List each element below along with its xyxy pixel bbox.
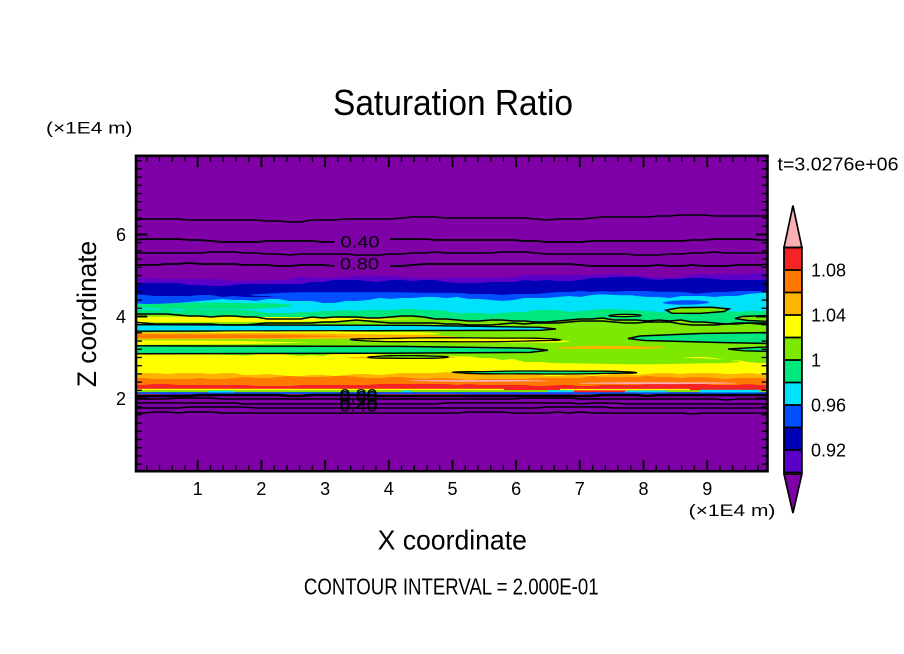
svg-text:X coordinate: X coordinate	[378, 525, 527, 556]
svg-text:7: 7	[575, 479, 585, 499]
svg-text:8: 8	[638, 479, 648, 499]
svg-text:Saturation Ratio: Saturation Ratio	[333, 82, 573, 123]
svg-text:6: 6	[116, 225, 126, 245]
svg-text:0.20: 0.20	[340, 394, 378, 413]
svg-text:CONTOUR INTERVAL = 2.000E-01: CONTOUR INTERVAL = 2.000E-01	[304, 574, 599, 600]
svg-text:4: 4	[384, 479, 394, 499]
svg-text:2: 2	[116, 389, 126, 409]
svg-text:0.40: 0.40	[340, 396, 378, 415]
svg-text:2: 2	[256, 479, 266, 499]
svg-text:1.08: 1.08	[811, 260, 846, 280]
svg-text:1: 1	[193, 479, 203, 499]
svg-text:(×1E4 m): (×1E4 m)	[46, 119, 133, 138]
svg-text:6: 6	[511, 479, 521, 499]
svg-text:0.60: 0.60	[340, 387, 378, 406]
svg-text:t=3.0276e+06: t=3.0276e+06	[778, 155, 899, 175]
svg-text:1: 1	[811, 350, 821, 370]
svg-text:Z coordinate: Z coordinate	[72, 241, 102, 387]
svg-text:5: 5	[447, 479, 457, 499]
svg-text:(×1E4 m): (×1E4 m)	[689, 501, 776, 520]
svg-text:1.04: 1.04	[811, 305, 846, 325]
svg-text:3: 3	[320, 479, 330, 499]
svg-text:0.80: 0.80	[340, 385, 378, 404]
svg-text:0.40: 0.40	[341, 232, 380, 251]
svg-text:0.92: 0.92	[811, 440, 846, 460]
svg-text:0.96: 0.96	[811, 395, 846, 415]
svg-text:9: 9	[702, 479, 712, 499]
svg-text:4: 4	[116, 307, 126, 327]
svg-text:0.80: 0.80	[340, 255, 379, 274]
